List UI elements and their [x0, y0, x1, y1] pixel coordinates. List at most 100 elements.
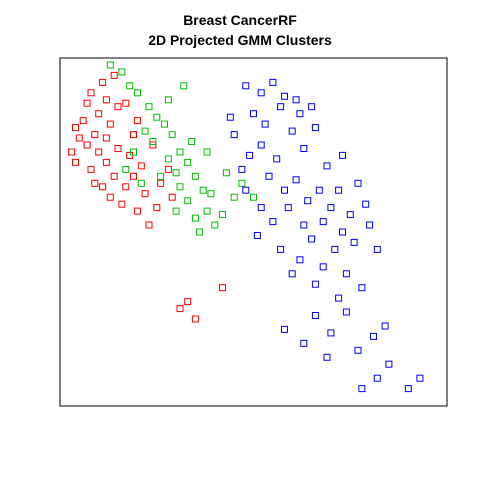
data-point-series-1-15 — [137, 162, 145, 170]
data-point-series-2-1 — [118, 68, 126, 76]
data-point-series-3-23 — [327, 204, 335, 212]
data-point-series-1-8 — [106, 120, 114, 128]
data-point-series-3-19 — [281, 186, 288, 194]
data-point-series-3-15 — [257, 141, 265, 149]
data-point-series-2-36 — [222, 169, 230, 177]
data-point-series-3-54 — [327, 329, 335, 337]
data-point-series-3-28 — [331, 245, 339, 253]
data-point-series-1-33 — [122, 99, 130, 107]
data-point-series-2-2 — [106, 61, 114, 69]
data-point-series-1-6 — [79, 117, 87, 125]
data-point-series-2-26 — [172, 169, 180, 177]
data-point-series-3-16 — [246, 151, 254, 159]
data-point-series-3-47 — [230, 131, 238, 139]
data-point-series-2-3 — [126, 82, 134, 90]
data-point-series-1-16 — [110, 172, 118, 180]
data-point-series-3-17 — [238, 165, 246, 173]
data-point-series-3-42 — [339, 151, 346, 159]
data-point-series-1-19 — [157, 179, 165, 187]
data-point-series-3-30 — [296, 256, 304, 264]
data-point-series-3-8 — [261, 120, 269, 128]
data-point-series-2-37 — [250, 193, 257, 201]
data-point-series-1-35 — [83, 99, 91, 107]
data-point-series-1-1 — [99, 78, 107, 86]
data-point-series-2-4 — [133, 89, 141, 97]
data-point-series-3-39 — [269, 218, 277, 226]
data-point-series-3-7 — [250, 110, 257, 118]
data-point-series-3-22 — [315, 186, 323, 194]
data-point-series-2-27 — [188, 138, 196, 145]
data-point-series-1-31 — [153, 204, 161, 212]
data-point-series-3-4 — [281, 92, 288, 100]
data-point-series-3-25 — [319, 218, 327, 226]
data-point-series-3-63 — [358, 385, 366, 393]
data-point-series-1-29 — [106, 193, 114, 201]
data-point-series-2-22 — [219, 211, 226, 219]
data-point-series-1-30 — [91, 179, 99, 187]
data-point-series-1-22 — [130, 131, 137, 139]
data-point-series-3-64 — [323, 353, 331, 361]
data-point-series-2-5 — [145, 103, 153, 111]
data-point-series-3-52 — [373, 245, 381, 253]
chart-subtitle: 2D Projected GMM Clusters — [148, 32, 332, 48]
data-point-series-1-17 — [122, 183, 130, 191]
data-point-series-2-21 — [195, 228, 203, 236]
data-point-series-2-12 — [164, 155, 172, 163]
data-point-series-1-11 — [95, 148, 103, 156]
data-point-series-3-46 — [300, 221, 308, 229]
data-point-series-2-31 — [172, 207, 180, 215]
data-point-series-2-11 — [176, 148, 184, 156]
data-point-series-3-26 — [339, 228, 346, 236]
data-point-series-3-5 — [292, 96, 300, 104]
data-point-series-3-58 — [381, 322, 389, 330]
data-point-series-2-8 — [141, 127, 149, 135]
data-point-series-1-4 — [102, 96, 110, 104]
data-point-series-3-24 — [335, 186, 343, 194]
data-point-series-3-2 — [257, 89, 265, 97]
data-point-series-3-53 — [311, 312, 319, 319]
data-point-series-1-32 — [168, 193, 176, 201]
data-point-series-2-34 — [180, 82, 188, 90]
data-point-series-2-6 — [153, 113, 161, 121]
data-point-series-1-40 — [145, 221, 153, 229]
data-point-series-2-19 — [203, 207, 211, 215]
data-point-series-3-60 — [404, 385, 412, 393]
data-point-series-3-1 — [242, 82, 250, 90]
data-point-series-1-43 — [130, 172, 137, 180]
data-point-series-2-20 — [211, 221, 219, 229]
data-point-series-1-7 — [91, 131, 99, 139]
data-point-series-2-14 — [191, 172, 199, 180]
data-point-series-1-38 — [191, 315, 199, 323]
data-point-series-2-17 — [157, 172, 165, 180]
data-point-series-2-25 — [137, 179, 145, 187]
data-point-series-3-44 — [362, 200, 370, 208]
data-point-series-3-21 — [304, 197, 312, 205]
data-point-series-3-50 — [257, 204, 265, 212]
data-point-series-2-35 — [207, 190, 215, 198]
data-point-series-1-37 — [184, 298, 192, 306]
data-point-series-3-12 — [288, 127, 296, 135]
data-point-series-3-61 — [416, 374, 424, 382]
data-point-series-3-32 — [342, 270, 350, 278]
data-point-series-1-24 — [72, 158, 79, 166]
data-point-series-1-9 — [75, 134, 83, 142]
data-point-series-1-28 — [133, 207, 141, 215]
data-point-series-3-65 — [300, 339, 308, 347]
data-point-series-3-35 — [311, 280, 319, 288]
data-point-series-3-55 — [342, 308, 350, 316]
data-point-series-3-56 — [354, 346, 362, 354]
data-point-series-2-32 — [191, 214, 199, 222]
data-point-series-2-10 — [168, 131, 176, 139]
data-point-series-3-9 — [296, 110, 304, 118]
data-point-series-3-14 — [273, 155, 281, 163]
data-point-series-3-29 — [308, 235, 316, 243]
data-point-series-3-51 — [366, 221, 374, 229]
data-point-series-3-38 — [253, 232, 261, 239]
data-point-series-3-3 — [269, 78, 277, 86]
data-point-series-1-12 — [102, 158, 110, 166]
data-point-series-1-20 — [164, 165, 172, 173]
data-point-series-2-13 — [184, 158, 192, 166]
data-point-series-1-41 — [72, 124, 79, 132]
data-point-series-1-10 — [83, 141, 91, 149]
